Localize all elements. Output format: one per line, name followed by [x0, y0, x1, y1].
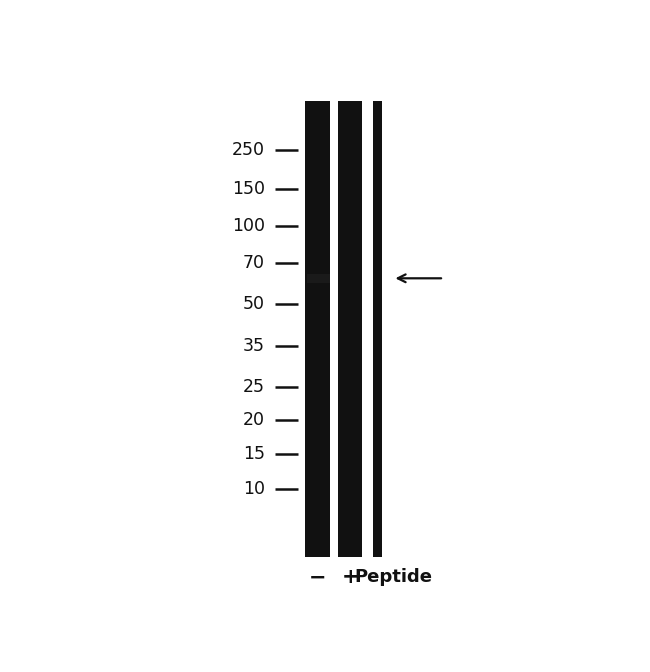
Bar — [338, 101, 362, 556]
Text: 100: 100 — [232, 216, 265, 235]
Text: −: − — [309, 567, 326, 587]
Text: 25: 25 — [243, 378, 265, 396]
Bar — [373, 101, 382, 556]
Text: 35: 35 — [243, 337, 265, 355]
Text: 20: 20 — [243, 411, 265, 429]
Text: +: + — [341, 567, 359, 587]
Text: 150: 150 — [232, 180, 265, 198]
Text: 70: 70 — [243, 254, 265, 271]
Text: 15: 15 — [243, 446, 265, 463]
Text: 50: 50 — [243, 295, 265, 313]
Text: 250: 250 — [232, 142, 265, 159]
Text: Peptide: Peptide — [355, 569, 433, 587]
Bar — [307, 274, 330, 283]
Bar — [306, 101, 330, 556]
Text: 10: 10 — [243, 480, 265, 499]
